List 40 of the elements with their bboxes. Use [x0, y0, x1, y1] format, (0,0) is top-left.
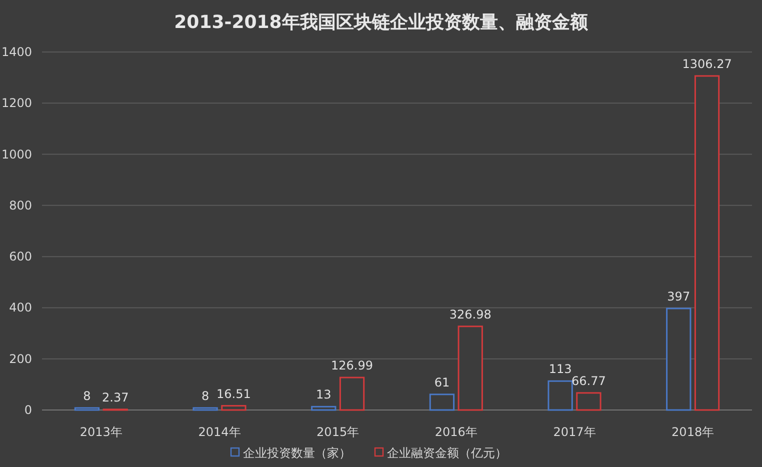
data-label: 2.37 [102, 390, 129, 404]
y-tick-label: 1400 [1, 45, 32, 59]
bar [429, 394, 455, 411]
x-tick-label: 2013年 [80, 425, 122, 439]
bar [548, 380, 573, 411]
x-tick-label: 2017年 [553, 425, 596, 439]
data-label: 13 [316, 388, 332, 402]
data-label: 113 [548, 362, 572, 376]
bar [74, 407, 100, 411]
bar [458, 326, 483, 411]
data-label: 397 [667, 289, 690, 304]
legend-label: 企业融资金额（亿元） [387, 446, 507, 460]
data-label: 8 [83, 388, 91, 403]
bar [576, 392, 602, 411]
data-label: 8 [201, 388, 210, 403]
data-label: 126.99 [331, 358, 374, 373]
y-tick-label: 0 [24, 403, 32, 417]
data-label: 326.98 [449, 307, 492, 322]
x-tick-label: 2018年 [672, 425, 714, 439]
x-tick-label: 2014年 [198, 425, 241, 439]
bar [666, 308, 692, 411]
y-tick-label: 1200 [1, 96, 32, 110]
x-tick-label: 2016年 [434, 425, 478, 439]
data-label: 66.77 [572, 374, 606, 388]
y-tick-label: 400 [9, 300, 32, 315]
bar [339, 376, 365, 411]
data-label: 16.51 [216, 386, 251, 401]
bar [311, 406, 336, 411]
x-tick-label: 2015年 [316, 425, 360, 439]
y-tick-label: 800 [9, 198, 32, 212]
bar [192, 407, 218, 411]
bar [221, 405, 246, 411]
chart-title: 2013-2018年我国区块链企业投资数量、融资金额 [174, 12, 589, 33]
y-tick-label: 200 [9, 352, 32, 366]
legend-label: 企业投资数量（家） [243, 446, 351, 460]
bar [694, 75, 720, 411]
data-label: 1306.27 [682, 56, 732, 71]
data-label: 61 [434, 375, 450, 390]
y-tick-label: 600 [9, 250, 32, 264]
y-tick-label: 1000 [1, 147, 32, 162]
